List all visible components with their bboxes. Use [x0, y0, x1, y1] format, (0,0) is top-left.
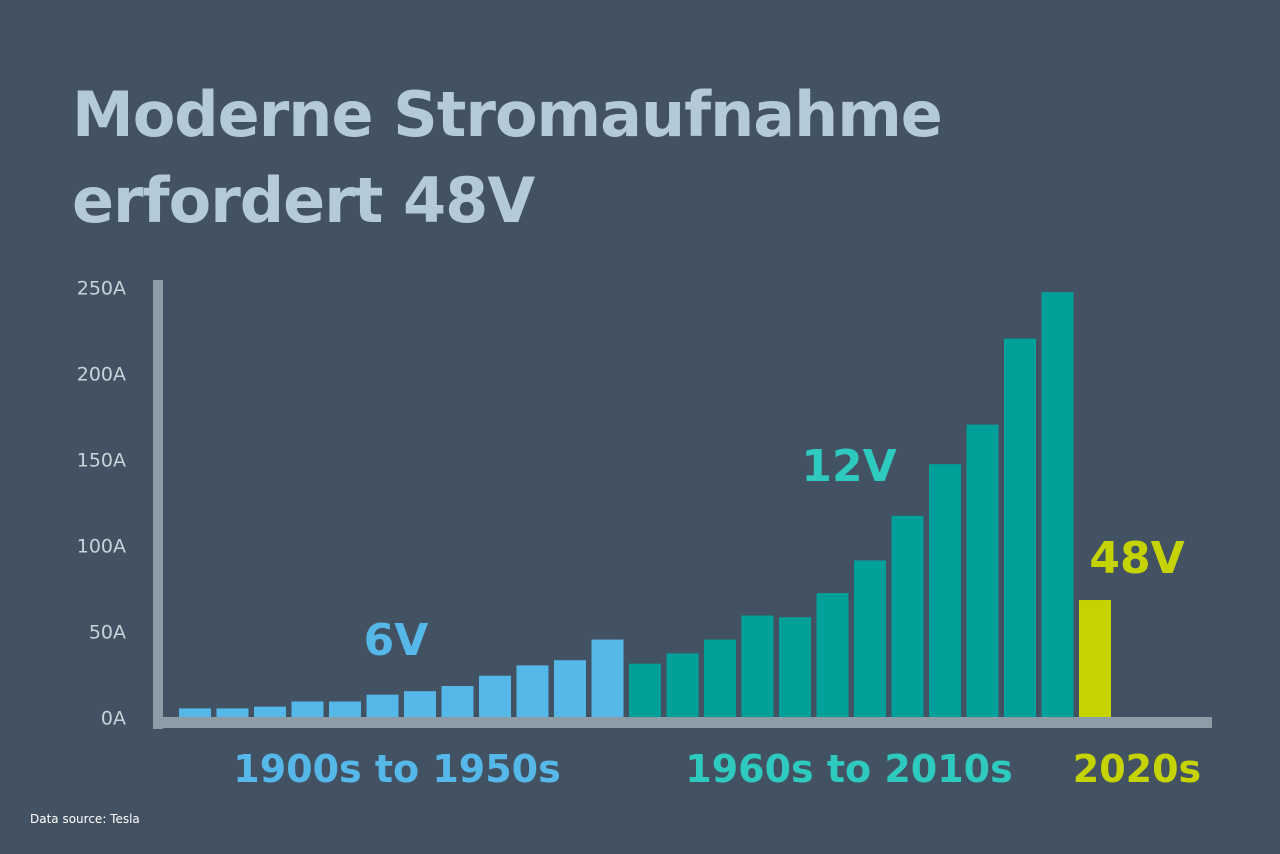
data-source-note: Data source: Tesla [30, 812, 140, 826]
bar [629, 663, 661, 717]
y-axis-line [153, 280, 163, 729]
series-label: 48V [1089, 533, 1184, 584]
bar [291, 701, 324, 717]
y-tick-label: 0A [101, 708, 126, 730]
bar [741, 615, 774, 717]
chart-title: Moderne Stromaufnahme erfordert 48V [72, 72, 1222, 244]
bar [966, 424, 999, 717]
bar [779, 617, 811, 717]
bar [404, 691, 436, 717]
x-group-label: 1960s to 2010s [685, 747, 1013, 791]
y-tick-label: 250A [77, 278, 126, 300]
bar [366, 694, 399, 717]
bar [854, 560, 886, 717]
bar [441, 686, 474, 717]
bar [479, 675, 511, 717]
bar [216, 708, 249, 717]
bar [554, 660, 586, 717]
bar [254, 706, 286, 717]
bar [329, 701, 361, 717]
bar [666, 653, 699, 717]
y-tick-label: 150A [77, 450, 126, 472]
series-label: 12V [801, 441, 896, 492]
bar [704, 639, 736, 717]
series-label: 6V [364, 615, 429, 666]
bar [816, 593, 849, 717]
x-group-label: 1900s to 1950s [233, 747, 561, 791]
x-group-label: 2020s [1073, 747, 1201, 791]
bar [891, 515, 924, 717]
bar [1041, 292, 1074, 717]
bar [1004, 338, 1036, 717]
y-tick-label: 100A [77, 536, 126, 558]
bar [591, 639, 624, 717]
x-axis-line [153, 717, 1212, 728]
chart-title-line1: Moderne Stromaufnahme [72, 78, 943, 151]
bar [516, 665, 549, 717]
y-tick-label: 200A [77, 364, 126, 386]
chart-title-line2: erfordert 48V [72, 164, 535, 237]
bar [929, 464, 961, 717]
bar [179, 708, 211, 717]
y-tick-label: 50A [89, 622, 126, 644]
bar [1079, 600, 1111, 717]
